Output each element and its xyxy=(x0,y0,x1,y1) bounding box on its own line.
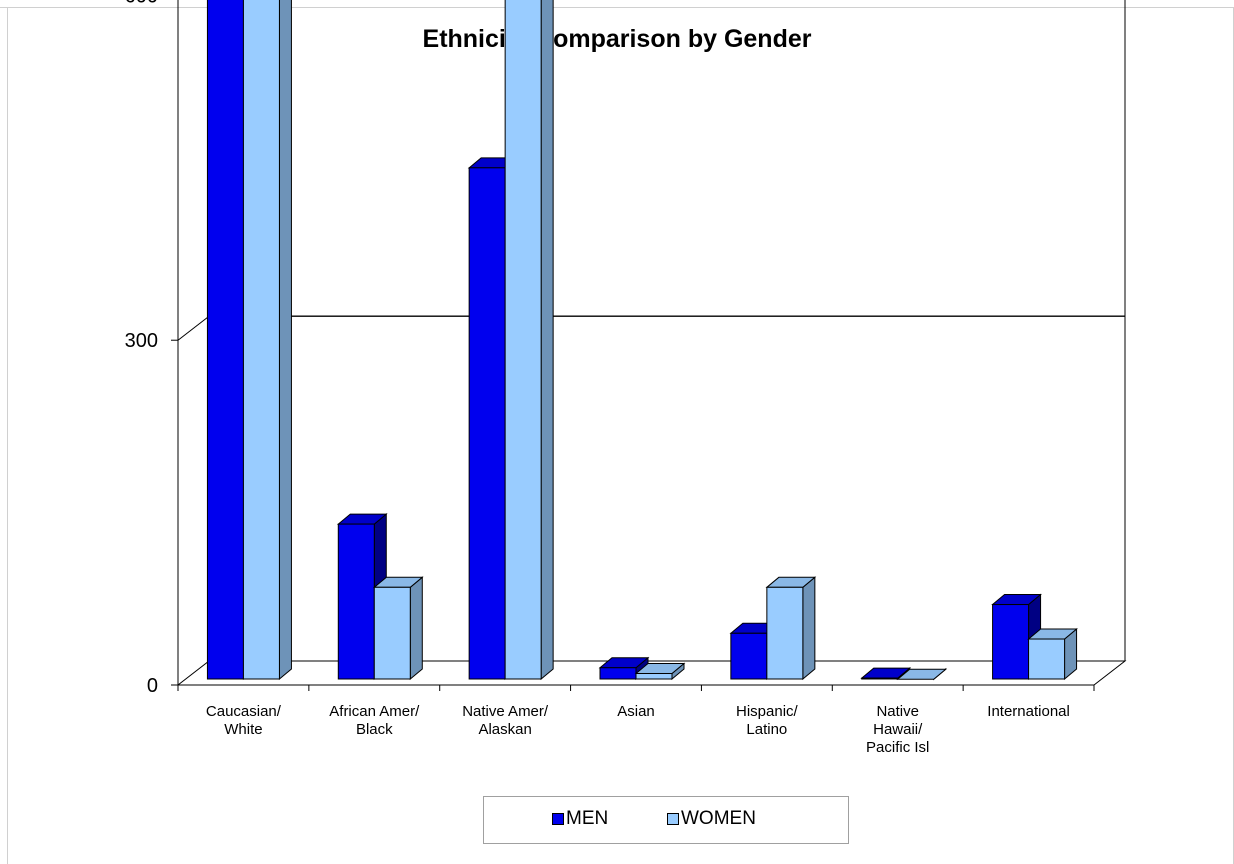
x-tick-label: Hispanic/Latino xyxy=(736,703,799,738)
y-tick-label: 300 xyxy=(125,330,158,352)
bar-women xyxy=(766,586,804,680)
y-tick-label: 0 xyxy=(147,675,158,697)
x-tick-label: Native Hawaii/Pacific Isl xyxy=(866,703,929,756)
bar-women xyxy=(242,0,280,680)
bar-men xyxy=(468,167,506,680)
bar-side-women xyxy=(540,0,554,681)
bar-women xyxy=(504,0,542,680)
bar-men xyxy=(599,667,637,680)
legend-item-men: MEN xyxy=(552,808,608,830)
bar-men xyxy=(992,604,1030,680)
bar-men xyxy=(861,677,899,680)
legend-label-men: MEN xyxy=(566,808,609,829)
bar-side-women xyxy=(409,576,423,681)
legend-label-women: WOMEN xyxy=(681,808,756,829)
gridline-side xyxy=(177,315,210,341)
chart-title: Ethnicity Comparison by Gender xyxy=(422,25,812,53)
x-tick-label: Caucasian/White xyxy=(206,703,282,738)
x-tick-label: African Amer/Black xyxy=(329,703,420,738)
legend-swatch-men xyxy=(552,813,564,825)
frame-border-top xyxy=(0,7,1234,8)
x-tick-label: Native Amer/Alaskan xyxy=(462,703,549,738)
chart-legend: MEN WOMEN xyxy=(483,796,849,844)
bar-men xyxy=(206,0,244,680)
bar-side-women xyxy=(278,0,292,681)
legend-item-women: WOMEN xyxy=(667,808,756,830)
x-tick-label: Asian xyxy=(617,703,655,720)
legend-swatch-women xyxy=(667,813,679,825)
y-tick-label: 600 xyxy=(125,0,158,7)
bar-side-women xyxy=(802,576,816,681)
bar-men xyxy=(337,523,375,680)
bar-women xyxy=(1028,638,1066,680)
bar-women xyxy=(635,673,673,680)
x-tick-label: International xyxy=(987,703,1070,720)
bar-top-women xyxy=(896,668,948,680)
frame-border-left xyxy=(7,7,8,864)
bar-men xyxy=(730,632,768,680)
floor-plane xyxy=(176,660,1127,686)
bar-women xyxy=(373,586,411,680)
